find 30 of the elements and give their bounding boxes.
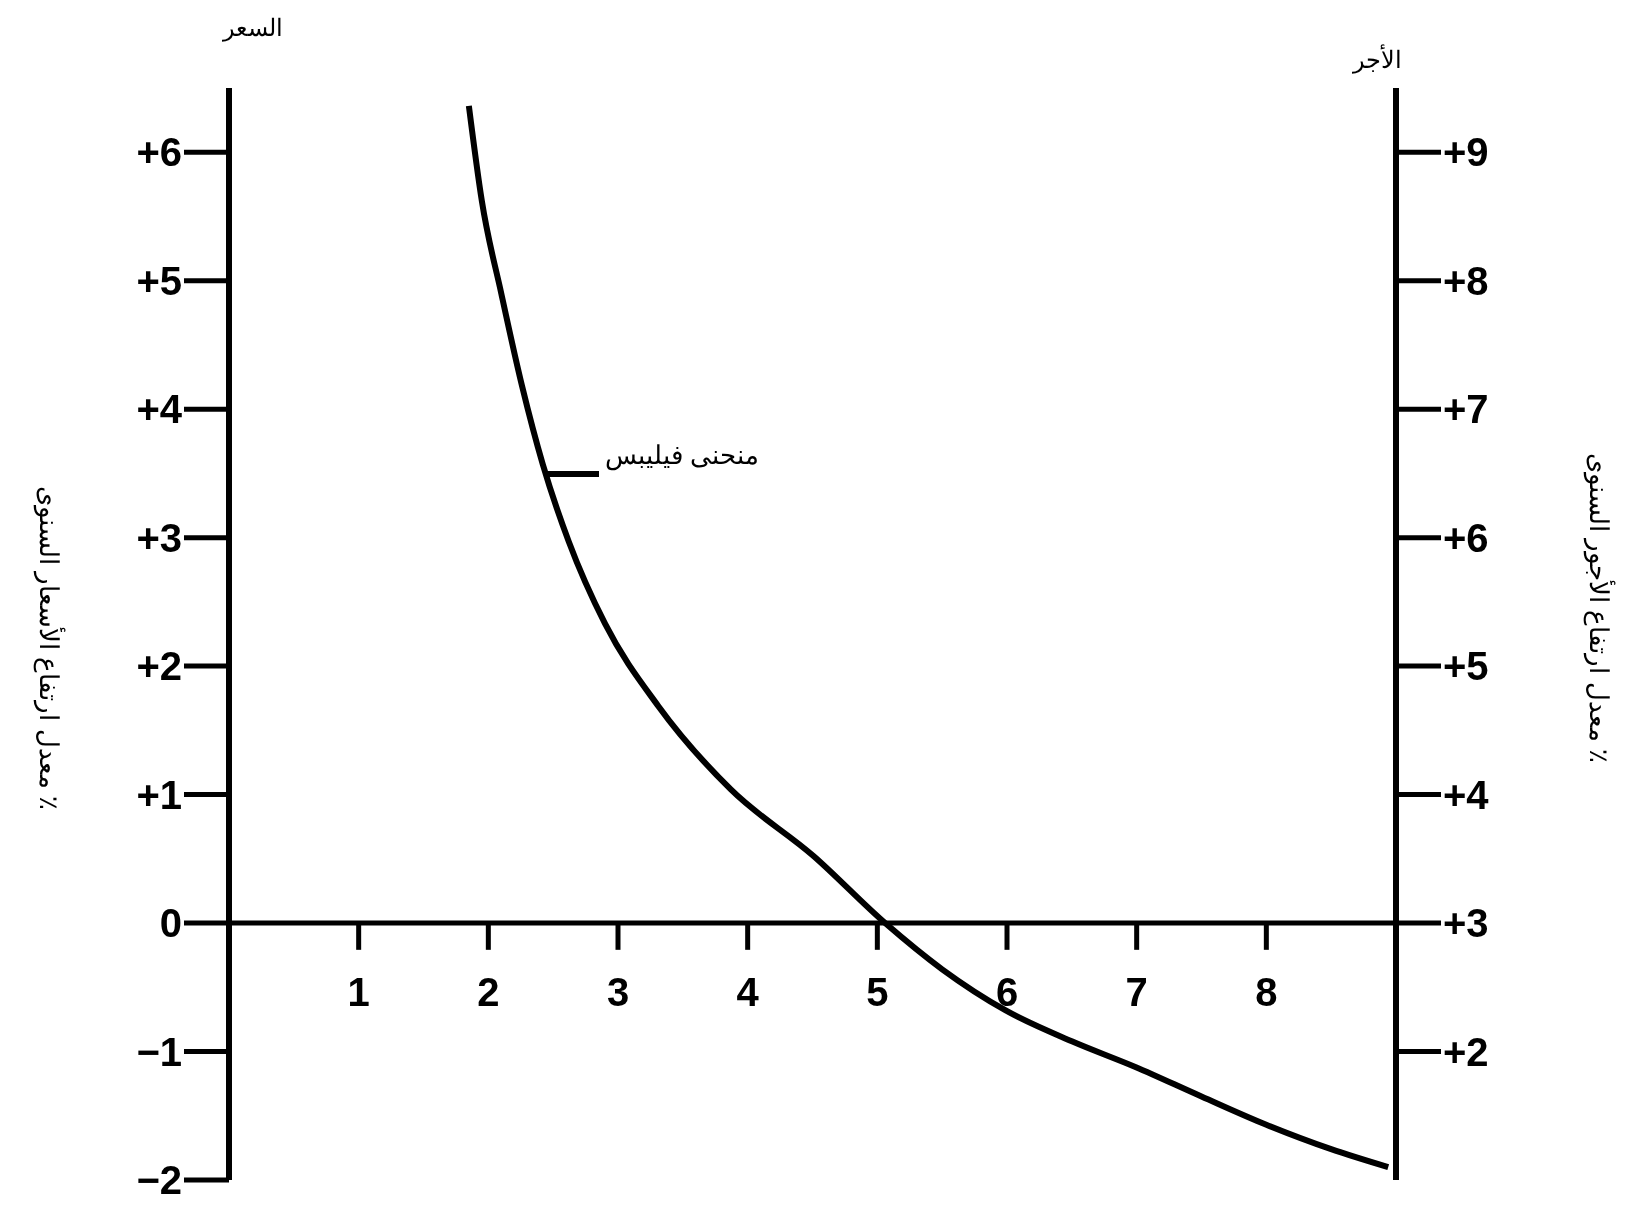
- x-tick-label: 6: [995, 969, 1019, 1014]
- y2-tick-label: +3: [1443, 901, 1489, 946]
- y-tick-label: +4: [136, 387, 183, 432]
- y2-tick-label: +4: [1443, 772, 1490, 817]
- y-tick-label: +1: [136, 772, 182, 817]
- y-tick-label: +5: [136, 258, 182, 303]
- text: السعر: [223, 14, 283, 42]
- x-tick-label: 4: [736, 969, 760, 1014]
- y2-tick-label: +7: [1443, 387, 1489, 432]
- x-tick-label: 5: [866, 969, 889, 1014]
- y2-tick-label: +5: [1443, 644, 1489, 689]
- y-tick-label: +3: [136, 515, 182, 560]
- y2-tick-label: +9: [1443, 130, 1489, 175]
- y2-tick-label: +2: [1443, 1029, 1489, 1074]
- y-tick-label: −1: [136, 1029, 182, 1074]
- y-tick-label: 0: [159, 901, 182, 946]
- x-tick-label: 7: [1125, 969, 1148, 1014]
- y2-tick-label: +6: [1443, 515, 1489, 560]
- x-tick-label: 1: [347, 969, 370, 1014]
- text: الأجر: [1353, 46, 1402, 74]
- y2-axis-title: معدل ارتفاع الأجور السنوى ٪: [1582, 453, 1614, 763]
- x-tick-label: 8: [1255, 969, 1278, 1014]
- x-tick-label: 2: [477, 969, 500, 1014]
- y-tick-label: +6: [136, 130, 182, 175]
- y-axis-title: معدل ارتفاع الأسعار السنوى ٪: [32, 486, 64, 810]
- y2-tick-label: +8: [1443, 258, 1489, 303]
- annotation: منحنى فيليبس: [604, 439, 759, 471]
- y-tick-label: +2: [136, 644, 182, 689]
- y-tick-label: −2: [136, 1158, 182, 1203]
- x-tick-label: 3: [606, 969, 630, 1014]
